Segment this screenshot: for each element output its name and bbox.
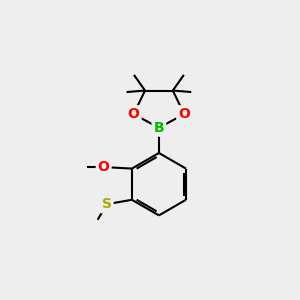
Text: S: S [102, 197, 112, 211]
Text: O: O [98, 160, 109, 174]
Text: O: O [128, 107, 140, 121]
Text: O: O [178, 107, 190, 121]
Text: B: B [154, 121, 164, 135]
